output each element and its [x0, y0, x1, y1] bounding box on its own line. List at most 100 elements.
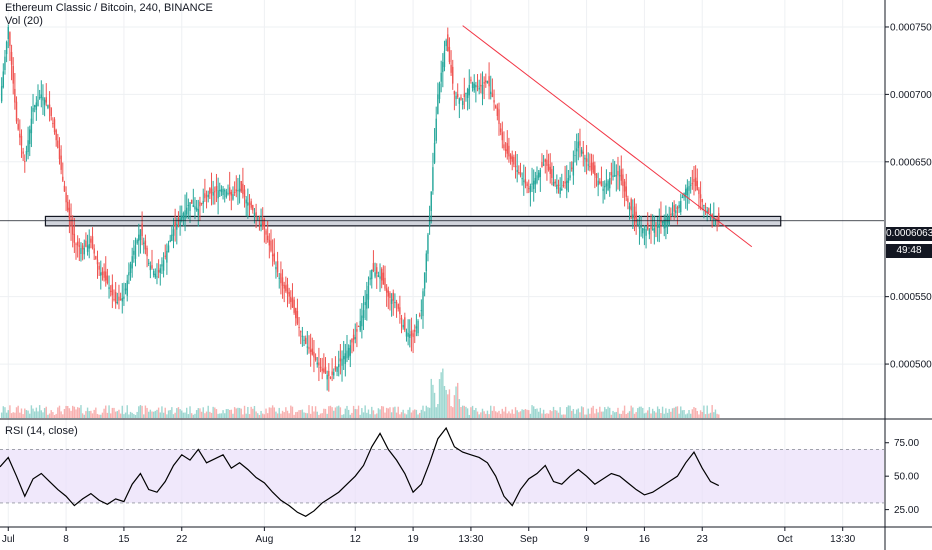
candle-body[interactable] — [656, 225, 659, 228]
candle-body[interactable] — [696, 180, 698, 191]
candle-body[interactable] — [559, 187, 561, 195]
candle-body[interactable] — [382, 272, 385, 285]
candle-body[interactable] — [552, 182, 555, 186]
candle-body[interactable] — [121, 297, 123, 302]
candle-body[interactable] — [341, 358, 343, 366]
candle-body[interactable] — [250, 201, 252, 208]
candle-body[interactable] — [27, 140, 29, 153]
candle-body[interactable] — [154, 273, 157, 278]
candle-body[interactable] — [395, 302, 398, 304]
candle-body[interactable] — [42, 97, 44, 101]
candle-body[interactable] — [197, 209, 199, 216]
candle-body[interactable] — [663, 219, 665, 229]
candle-body[interactable] — [524, 179, 527, 184]
candle-body[interactable] — [98, 265, 100, 270]
candle-body[interactable] — [402, 324, 404, 328]
candle-body[interactable] — [219, 189, 221, 191]
candle-body[interactable] — [450, 64, 452, 73]
candle-body[interactable] — [514, 165, 517, 168]
candle-body[interactable] — [346, 350, 348, 359]
candle-body[interactable] — [367, 285, 370, 300]
candle-body[interactable] — [207, 194, 209, 198]
candle-body[interactable] — [50, 107, 52, 116]
candle-body[interactable] — [673, 205, 675, 212]
candle-body[interactable] — [285, 285, 287, 292]
candle-body[interactable] — [394, 302, 396, 304]
candle-body[interactable] — [48, 104, 51, 108]
candle-body[interactable] — [37, 99, 39, 107]
candle-body[interactable] — [480, 84, 482, 87]
candle-body[interactable] — [95, 256, 97, 259]
candle-body[interactable] — [143, 242, 145, 244]
candle-body[interactable] — [349, 345, 351, 356]
candle-body[interactable] — [627, 198, 629, 203]
candle-body[interactable] — [647, 222, 649, 230]
candle-body[interactable] — [190, 199, 193, 204]
candle-body[interactable] — [33, 105, 36, 107]
candle-body[interactable] — [483, 82, 485, 84]
candle-body[interactable] — [397, 303, 399, 309]
candle-body[interactable] — [156, 276, 158, 278]
candle-body[interactable] — [146, 247, 148, 257]
candle-body[interactable] — [642, 227, 644, 234]
candle-body[interactable] — [452, 66, 454, 84]
candle-body[interactable] — [152, 271, 155, 276]
candle-body[interactable] — [651, 229, 654, 231]
candle-body[interactable] — [296, 310, 299, 324]
candle-body[interactable] — [689, 184, 692, 186]
candle-body[interactable] — [498, 109, 500, 125]
candle-body[interactable] — [186, 207, 188, 215]
candle-body[interactable] — [529, 186, 532, 193]
candle-body[interactable] — [76, 241, 79, 246]
candle-body[interactable] — [481, 84, 484, 95]
candle-body[interactable] — [435, 118, 437, 141]
candle-body[interactable] — [607, 180, 609, 190]
candle-body[interactable] — [390, 299, 393, 304]
candle-body[interactable] — [106, 275, 109, 284]
candle-body[interactable] — [610, 171, 613, 176]
candle-body[interactable] — [9, 32, 11, 46]
candle-body[interactable] — [314, 356, 317, 361]
candle-body[interactable] — [709, 215, 712, 219]
candle-body[interactable] — [78, 245, 81, 247]
candle-body[interactable] — [389, 292, 391, 298]
candle-body[interactable] — [91, 236, 94, 249]
candle-body[interactable] — [574, 155, 576, 157]
candle-body[interactable] — [171, 234, 173, 241]
candle-body[interactable] — [523, 180, 525, 182]
candle-body[interactable] — [0, 86, 3, 102]
candle-body[interactable] — [713, 217, 715, 221]
candle-body[interactable] — [53, 119, 56, 133]
candle-body[interactable] — [628, 206, 631, 210]
candle-body[interactable] — [324, 366, 327, 374]
candle-body[interactable] — [412, 333, 414, 338]
candle-body[interactable] — [575, 148, 578, 152]
candle-body[interactable] — [405, 331, 408, 337]
candle-body[interactable] — [504, 149, 507, 152]
candle-body[interactable] — [374, 272, 376, 277]
candle-body[interactable] — [283, 284, 285, 289]
candle-body[interactable] — [430, 191, 432, 211]
candle-body[interactable] — [38, 97, 41, 99]
candle-body[interactable] — [557, 184, 560, 187]
candle-body[interactable] — [407, 333, 409, 337]
candle-body[interactable] — [336, 366, 338, 372]
candle-body[interactable] — [83, 248, 85, 255]
candle-body[interactable] — [169, 240, 171, 242]
candle-body[interactable] — [580, 149, 583, 154]
candle-body[interactable] — [247, 202, 249, 206]
candle-body[interactable] — [288, 291, 290, 297]
candle-body[interactable] — [30, 118, 33, 134]
candle-body[interactable] — [238, 188, 241, 192]
candle-body[interactable] — [88, 244, 90, 249]
candle-body[interactable] — [101, 271, 104, 276]
candle-body[interactable] — [594, 165, 596, 176]
candle-body[interactable] — [473, 83, 475, 91]
candle-body[interactable] — [645, 229, 647, 236]
candle-body[interactable] — [423, 272, 426, 289]
candle-body[interactable] — [293, 299, 295, 313]
candle-body[interactable] — [516, 169, 518, 172]
candle-body[interactable] — [599, 181, 601, 184]
candle-body[interactable] — [506, 143, 508, 154]
candle-body[interactable] — [718, 213, 720, 221]
